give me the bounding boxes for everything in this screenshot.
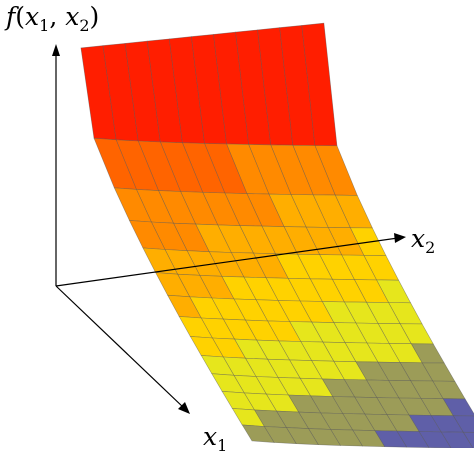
surface-patch bbox=[241, 424, 275, 443]
surface-mesh bbox=[80, 22, 474, 448]
x2-axis-label: x2 bbox=[411, 224, 436, 257]
x2-axis-arrowhead bbox=[394, 233, 406, 243]
x1-axis-label: x1 bbox=[203, 422, 228, 455]
x1-axis-line bbox=[55, 285, 185, 409]
z-axis-arrowhead bbox=[52, 44, 60, 56]
x1-axis-arrowhead bbox=[178, 402, 190, 414]
x2-axis-line bbox=[55, 237, 399, 287]
f-axis-label: f(x1, x2) bbox=[6, 2, 100, 35]
axes bbox=[52, 44, 406, 414]
